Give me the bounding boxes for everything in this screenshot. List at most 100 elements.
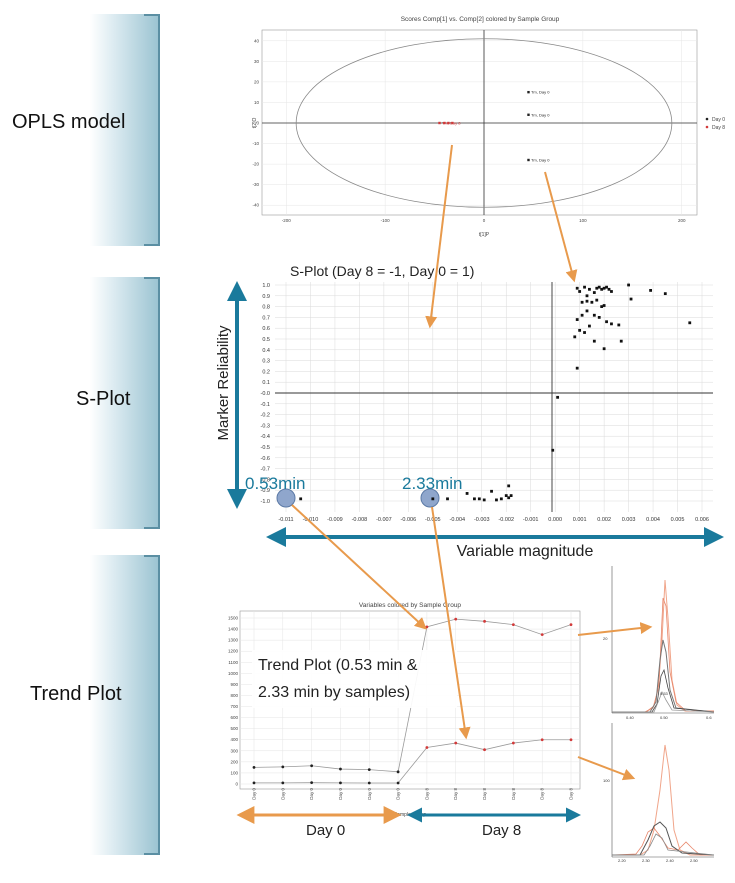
opls-xtick-0: -200: [282, 218, 292, 223]
thumb-top-xtick-2: 0.6: [706, 715, 712, 720]
peak-label-053: 0.53min: [245, 474, 305, 493]
splot-point-0: [299, 497, 303, 501]
magnitude-axis-label: Variable magnitude: [457, 543, 594, 560]
trend-point-s0-6: [425, 625, 429, 629]
splot-ytick-19: -0.9: [261, 488, 270, 494]
opls-ytick-3: 10: [254, 100, 260, 105]
splot-ytick-14: -0.4: [261, 434, 270, 440]
splot-point-3: [465, 492, 469, 495]
trend-xtick-5: Day 0: [396, 788, 401, 800]
trend-point-s0-0: [252, 766, 256, 769]
reliability-axis-label: Marker Reliability: [215, 325, 232, 441]
splot-xtick-11: 0.000: [548, 517, 562, 523]
trend-ytick-8: 700: [230, 704, 238, 709]
splot-point-30: [585, 299, 589, 303]
splot-xtick-6: -0.005: [425, 517, 441, 523]
splot-point-35: [575, 318, 579, 321]
trend-point-s1-1: [281, 781, 285, 785]
splot-point-32: [595, 298, 599, 302]
splot-point-20: [588, 287, 591, 291]
arrow-233-to-trend: [431, 506, 471, 740]
trend-point-s0-3: [339, 767, 342, 771]
trend-xtick-2: Day 0: [309, 788, 314, 800]
splot-ytick-13: -0.3: [261, 423, 270, 429]
trend-xtick-11: Day 8: [569, 788, 574, 800]
splot-ytick-4: 0.6: [262, 326, 270, 332]
peak-label-233: 2.33min: [402, 474, 462, 493]
splot-point-29: [580, 300, 584, 304]
splot-point-18: [583, 285, 586, 289]
opls-ytick-0: 40: [254, 38, 260, 43]
splot-xtick-12: 0.001: [573, 517, 587, 523]
splot-point-36: [580, 313, 584, 317]
splot-xtick-16: 0.005: [671, 517, 685, 523]
opls-ytick-8: -40: [252, 203, 259, 208]
splot-point-25: [602, 286, 606, 290]
thumb-bottom-xtick-2: 2.40: [666, 858, 675, 863]
opls-ytick-6: -20: [252, 162, 259, 167]
trend-point-s0-1: [281, 765, 285, 769]
trend-point-s0-2: [310, 764, 314, 768]
splot-point-16: [575, 286, 579, 290]
opls-xtick-4: 200: [678, 218, 686, 223]
splot-ytick-0: 1.0: [262, 283, 270, 289]
splot-point-5: [477, 497, 481, 501]
splot-ytick-3: 0.7: [262, 315, 270, 321]
section-label-opls: OPLS model: [12, 111, 126, 133]
splot-point-19: [585, 294, 589, 298]
trend-ytick-6: 900: [230, 682, 238, 687]
splot-xtick-8: -0.003: [474, 517, 490, 523]
trend-xtick-9: Day 8: [511, 788, 516, 800]
section-tab-splot: [90, 277, 160, 529]
splot-point-50: [629, 297, 633, 301]
arrow-opls-to-splot-right: [544, 171, 578, 283]
trend-ytick-13: 200: [230, 759, 238, 764]
trend-point-s0-5: [396, 770, 400, 774]
opls-point-label-s0-1: Tm, Day 0: [531, 112, 550, 117]
splot-point-27: [607, 287, 611, 291]
splot-point-28: [610, 290, 613, 293]
splot-point-55: [688, 321, 692, 325]
opls-point-label-s0-2: Tm, Day 0: [531, 158, 550, 163]
trend-point-s0-7: [454, 617, 458, 621]
splot-ytick-7: 0.3: [262, 359, 270, 365]
splot-point-46: [588, 324, 591, 328]
trend-point-s1-8: [483, 748, 486, 752]
day0-label: Day 0: [306, 822, 345, 839]
trend-ytick-2: 1300: [228, 638, 239, 643]
trend-title: Variables colored by Sample Group: [359, 602, 462, 609]
trend-ytick-11: 400: [230, 737, 238, 742]
opls-ytick-7: -30: [252, 182, 259, 187]
opls-point-s1-0: [438, 121, 441, 125]
splot-xtick-1: -0.010: [303, 517, 319, 523]
splot-xtick-13: 0.002: [597, 517, 611, 523]
trend-plot: Variables colored by Sample Group 1500 14…: [228, 602, 581, 818]
section-tab-trend: [90, 555, 160, 855]
arrow-opls-to-splot-left: [425, 144, 453, 329]
splot-point-13: [507, 484, 511, 488]
trend-point-s0-4: [367, 768, 371, 772]
splot-point-45: [583, 331, 586, 334]
opls-point-s0-0: [527, 90, 530, 94]
splot-xtick-4: -0.007: [376, 517, 392, 523]
arrow-053-to-trend: [291, 504, 427, 630]
splot-point-42: [617, 323, 621, 327]
trend-point-s1-11: [569, 738, 573, 742]
trend-caption-line1: Trend Plot (0.53 min &: [258, 657, 418, 674]
splot-ytick-11: -0.1: [261, 402, 270, 408]
splot-point-54: [575, 366, 579, 370]
splot-point-22: [595, 286, 599, 290]
splot-xtick-17: 0.006: [695, 517, 709, 523]
opls-legend-day0: Day 0: [712, 117, 725, 123]
thumb-top-ylabel: 20: [603, 636, 608, 641]
splot-point-44: [578, 328, 582, 332]
chromatogram-thumb-top: 0.53 20 0.40 0.50 0.6: [603, 565, 715, 720]
opls-point-label-s0-0: Tm, Day 0: [531, 90, 550, 95]
splot-point-39: [597, 316, 601, 319]
splot-xtick-10: -0.001: [523, 517, 539, 523]
opls-point-s1-2: [447, 121, 450, 125]
splot-point-52: [663, 292, 667, 296]
trend-series-line-1: [254, 739, 571, 784]
splot-point-7: [490, 489, 493, 493]
